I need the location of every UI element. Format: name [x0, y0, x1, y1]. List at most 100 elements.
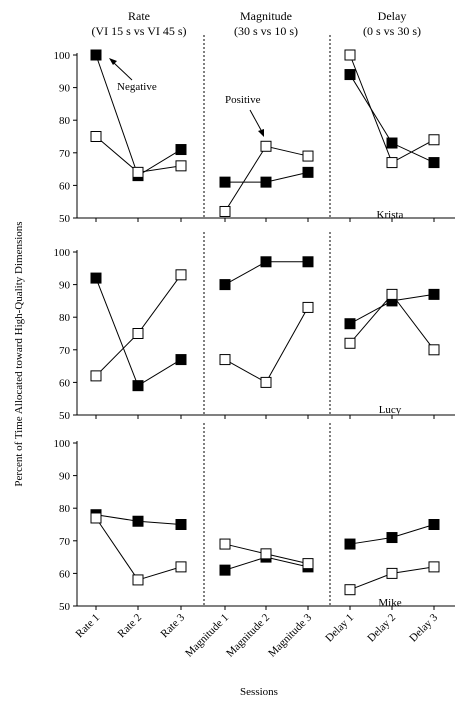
positive-rate-lucy-point-2	[132, 328, 144, 339]
y-tick-label-90-krista: 90	[59, 83, 71, 95]
x-tick-label-rate-3: Rate 3	[159, 611, 188, 640]
header-magnitude-subtitle: (30 s vs 10 s)	[234, 24, 298, 38]
negative-magnitude-lucy-point-2	[260, 256, 272, 268]
positive-delay-mike-point-3	[428, 561, 440, 573]
positive-delay-krista-point-1	[344, 49, 356, 61]
positive-delay-mike-point-1	[344, 584, 356, 596]
negative-delay-mike-point-3	[428, 519, 440, 530]
positive-delay-lucy-point-3	[428, 344, 440, 356]
negative-rate-lucy-point-3	[175, 354, 187, 366]
x-tick-label-delay-3: Delay 3	[407, 611, 440, 644]
x-tick-label-rate-1: Rate 1	[74, 612, 103, 641]
header-magnitude-title: Magnitude	[240, 9, 292, 23]
negative-rate-krista-point-3	[175, 144, 187, 156]
x-tick-label-magnitude-1: Magnitude 1	[183, 612, 231, 660]
positive-magnitude-lucy-point-1	[219, 354, 231, 366]
positive-delay-krista-point-3	[428, 134, 440, 146]
y-tick-label-100-mike: 100	[54, 438, 71, 450]
positive-magnitude-krista-point-1	[219, 205, 231, 217]
negative-delay-lucy-point-3	[428, 288, 440, 300]
y-tick-label-80-mike: 80	[59, 503, 71, 515]
negative-rate-lucy-point-2	[132, 380, 144, 392]
negative-rate-mike-point-2	[132, 515, 144, 527]
negative-label: Negative	[117, 81, 157, 93]
positive-rate-mike-point-1	[90, 512, 102, 524]
negative-magnitude-lucy-point-1	[219, 279, 231, 291]
positive-rate-krista-point-2	[132, 166, 144, 178]
positive-arrow-line	[249, 109, 262, 131]
y-tick-label-50-mike: 50	[59, 601, 71, 613]
positive-delay-lucy-point-2	[386, 288, 398, 300]
positive-rate-mike-point-3	[175, 561, 187, 573]
positive-magnitude-lucy-line	[224, 307, 309, 384]
negative-arrow-line	[113, 62, 133, 81]
y-axis-label: Percent of Time Allocated toward High-Qu…	[13, 221, 25, 486]
header-rate-title: Rate	[128, 9, 150, 23]
negative-delay-krista-point-1	[344, 69, 356, 81]
y-tick-label-70-lucy: 70	[59, 345, 71, 357]
y-tick-label-100-lucy: 100	[54, 247, 71, 259]
negative-rate-lucy-point-1	[90, 272, 102, 284]
negative-rate-krista-point-1	[90, 49, 102, 61]
y-tick-label-50-krista: 50	[59, 213, 71, 225]
positive-rate-lucy-point-1	[90, 370, 102, 382]
participant-label-krista: Krista	[377, 209, 404, 221]
y-tick-label-60-krista: 60	[59, 180, 71, 192]
x-axis-label: Sessions	[240, 686, 278, 698]
x-tick-label-magnitude-3: Magnitude 3	[266, 611, 314, 659]
negative-rate-mike-point-3	[175, 519, 187, 530]
negative-magnitude-lucy-point-3	[302, 256, 314, 268]
positive-magnitude-lucy-point-2	[260, 376, 272, 388]
negative-magnitude-mike-point-1	[219, 564, 231, 576]
negative-delay-mike-point-2	[386, 532, 398, 544]
x-tick-label-delay-1: Delay 1	[323, 612, 356, 645]
negative-magnitude-krista-point-3	[302, 166, 314, 178]
header-delay-subtitle: (0 s vs 30 s)	[363, 24, 421, 38]
positive-magnitude-lucy-point-3	[302, 301, 314, 313]
negative-delay-lucy-point-1	[344, 318, 356, 330]
data-series	[90, 49, 440, 596]
positive-magnitude-krista-point-2	[260, 140, 272, 152]
y-tick-label-60-mike: 60	[59, 568, 71, 580]
positive-rate-lucy-line	[95, 274, 182, 377]
chart-frame: 50 60 70 80 90 100 50 60 70 80 90 100 50 60 70 80 90 100 R…	[54, 35, 455, 660]
negative-delay-krista-point-2	[386, 137, 398, 149]
participant-label-mike: Mike	[378, 597, 401, 609]
negative-magnitude-krista-point-1	[219, 176, 231, 188]
participant-label-lucy: Lucy	[379, 404, 402, 416]
positive-rate-krista-point-1	[90, 131, 102, 142]
y-tick-label-90-lucy: 90	[59, 280, 71, 292]
y-tick-label-50-lucy: 50	[59, 410, 71, 422]
y-tick-label-100-krista: 100	[54, 50, 71, 62]
negative-arrow-head	[109, 58, 117, 65]
positive-label: Positive	[225, 94, 261, 106]
positive-magnitude-mike-point-3	[302, 558, 314, 570]
positive-rate-mike-point-2	[132, 574, 144, 586]
positive-rate-krista-point-3	[175, 160, 187, 172]
x-tick-label-delay-2: Delay 2	[365, 612, 398, 645]
positive-delay-mike-point-2	[386, 567, 398, 579]
y-tick-label-70-mike: 70	[59, 536, 71, 548]
y-tick-label-60-lucy: 60	[59, 377, 71, 389]
condition-headers: Rate (VI 15 s vs VI 45 s) Magnitude (30 …	[91, 9, 421, 38]
header-delay-title: Delay	[378, 9, 407, 23]
positive-magnitude-mike-point-2	[260, 548, 272, 560]
header-rate-subtitle: (VI 15 s vs VI 45 s)	[91, 24, 186, 38]
negative-magnitude-krista-point-2	[260, 176, 272, 188]
y-tick-label-80-krista: 80	[59, 115, 71, 127]
y-tick-label-80-lucy: 80	[59, 312, 71, 324]
positive-rate-lucy-point-3	[175, 269, 187, 281]
x-tick-label-magnitude-2: Magnitude 2	[224, 612, 272, 660]
positive-magnitude-mike-point-1	[219, 538, 231, 550]
participant-labels: Krista Lucy Mike	[377, 209, 404, 609]
annotations: Negative Positive	[109, 58, 264, 137]
negative-delay-mike-point-1	[344, 538, 356, 550]
y-tick-label-90-mike: 90	[59, 471, 71, 483]
positive-delay-krista-point-2	[386, 157, 398, 169]
positive-delay-lucy-point-1	[344, 337, 356, 349]
negative-delay-krista-point-3	[428, 157, 440, 169]
x-tick-label-rate-2: Rate 2	[116, 612, 145, 641]
positive-rate-mike-line	[95, 517, 182, 581]
y-tick-label-70-krista: 70	[59, 148, 71, 160]
